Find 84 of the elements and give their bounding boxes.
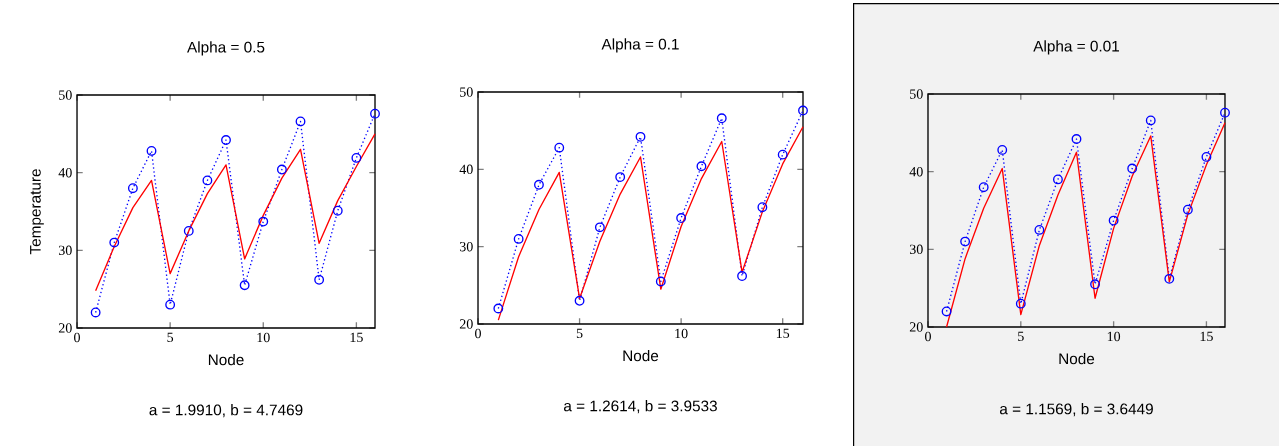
y-tick-label: 30	[459, 241, 473, 252]
point	[1164, 273, 1175, 284]
point	[1220, 107, 1230, 118]
point	[574, 295, 585, 306]
y-tick-label: 20	[459, 319, 473, 329]
point	[978, 182, 989, 193]
point	[146, 145, 157, 156]
point	[798, 105, 808, 116]
x-tick-label: 5	[576, 328, 583, 339]
chart-title: Alpha = 0.1	[601, 38, 679, 53]
point	[493, 303, 504, 314]
point	[696, 161, 707, 172]
point	[757, 202, 768, 213]
x-axis-title: Node	[208, 353, 244, 366]
point	[554, 142, 565, 153]
point	[1127, 163, 1138, 174]
y-tick-label: 40	[459, 164, 473, 175]
x-tick-label: 5	[167, 332, 174, 343]
y-axis-title: Temperature	[30, 169, 44, 255]
text: a = 1.1569, b = 3.6449	[999, 403, 1153, 417]
y-tick-label: 30	[58, 245, 72, 256]
point	[127, 183, 138, 194]
x-tick-label: 10	[257, 332, 270, 343]
point	[1034, 224, 1045, 235]
point	[1052, 174, 1063, 185]
point	[165, 299, 176, 310]
point	[1145, 115, 1156, 126]
point	[655, 276, 666, 287]
x-tick-label: 15	[776, 328, 790, 339]
point	[258, 216, 269, 227]
line-series	[497, 126, 804, 321]
x-tick-label: 0	[74, 332, 80, 343]
y-tick-label: 50	[460, 87, 473, 97]
point	[370, 108, 380, 119]
point	[1090, 279, 1100, 290]
point	[635, 131, 646, 142]
point	[1071, 134, 1082, 144]
point	[221, 135, 231, 145]
point	[183, 225, 194, 236]
x-tick-label: 5	[1018, 331, 1024, 342]
point	[716, 113, 727, 124]
line-series	[94, 133, 376, 292]
point	[997, 144, 1008, 155]
point	[534, 179, 544, 190]
point	[239, 280, 250, 291]
text: a = 1.9910, b = 4.7469	[149, 404, 303, 418]
point	[594, 222, 605, 233]
chart-title: Alpha = 0.5	[187, 41, 265, 56]
point	[737, 271, 747, 281]
point	[202, 175, 213, 186]
x-tick-label: 0	[475, 328, 481, 339]
x-axis-title: Node	[1059, 352, 1095, 365]
point	[90, 307, 101, 318]
text: a = 1.2614, b = 3.9533	[563, 400, 717, 414]
y-tick-label: 50	[59, 90, 72, 100]
point	[1182, 204, 1193, 215]
point	[1108, 215, 1119, 226]
x-axis-title: Node	[623, 349, 659, 362]
point	[777, 149, 788, 160]
point	[941, 306, 952, 317]
y-tick-label: 40	[909, 166, 923, 177]
point	[351, 152, 362, 163]
point	[332, 205, 343, 216]
point	[1015, 298, 1026, 309]
point	[1201, 151, 1212, 162]
x-tick-label: 10	[1107, 331, 1121, 342]
point	[676, 213, 687, 223]
x-tick-label: 15	[1200, 331, 1213, 342]
point	[314, 274, 325, 285]
x-tick-label: 15	[350, 332, 363, 343]
point	[960, 236, 971, 247]
y-tick-label: 40	[58, 167, 72, 178]
point	[295, 116, 306, 127]
chart-title: Alpha = 0.01	[1033, 40, 1119, 55]
y-tick-label: 20	[58, 323, 72, 333]
y-tick-label: 50	[910, 89, 923, 99]
point	[276, 164, 287, 175]
y-tick-label: 30	[909, 244, 923, 255]
point	[513, 233, 524, 244]
x-tick-label: 0	[925, 331, 931, 342]
point	[615, 172, 626, 182]
point	[109, 237, 120, 248]
x-tick-label: 10	[675, 328, 688, 339]
y-tick-label: 20	[909, 322, 923, 332]
